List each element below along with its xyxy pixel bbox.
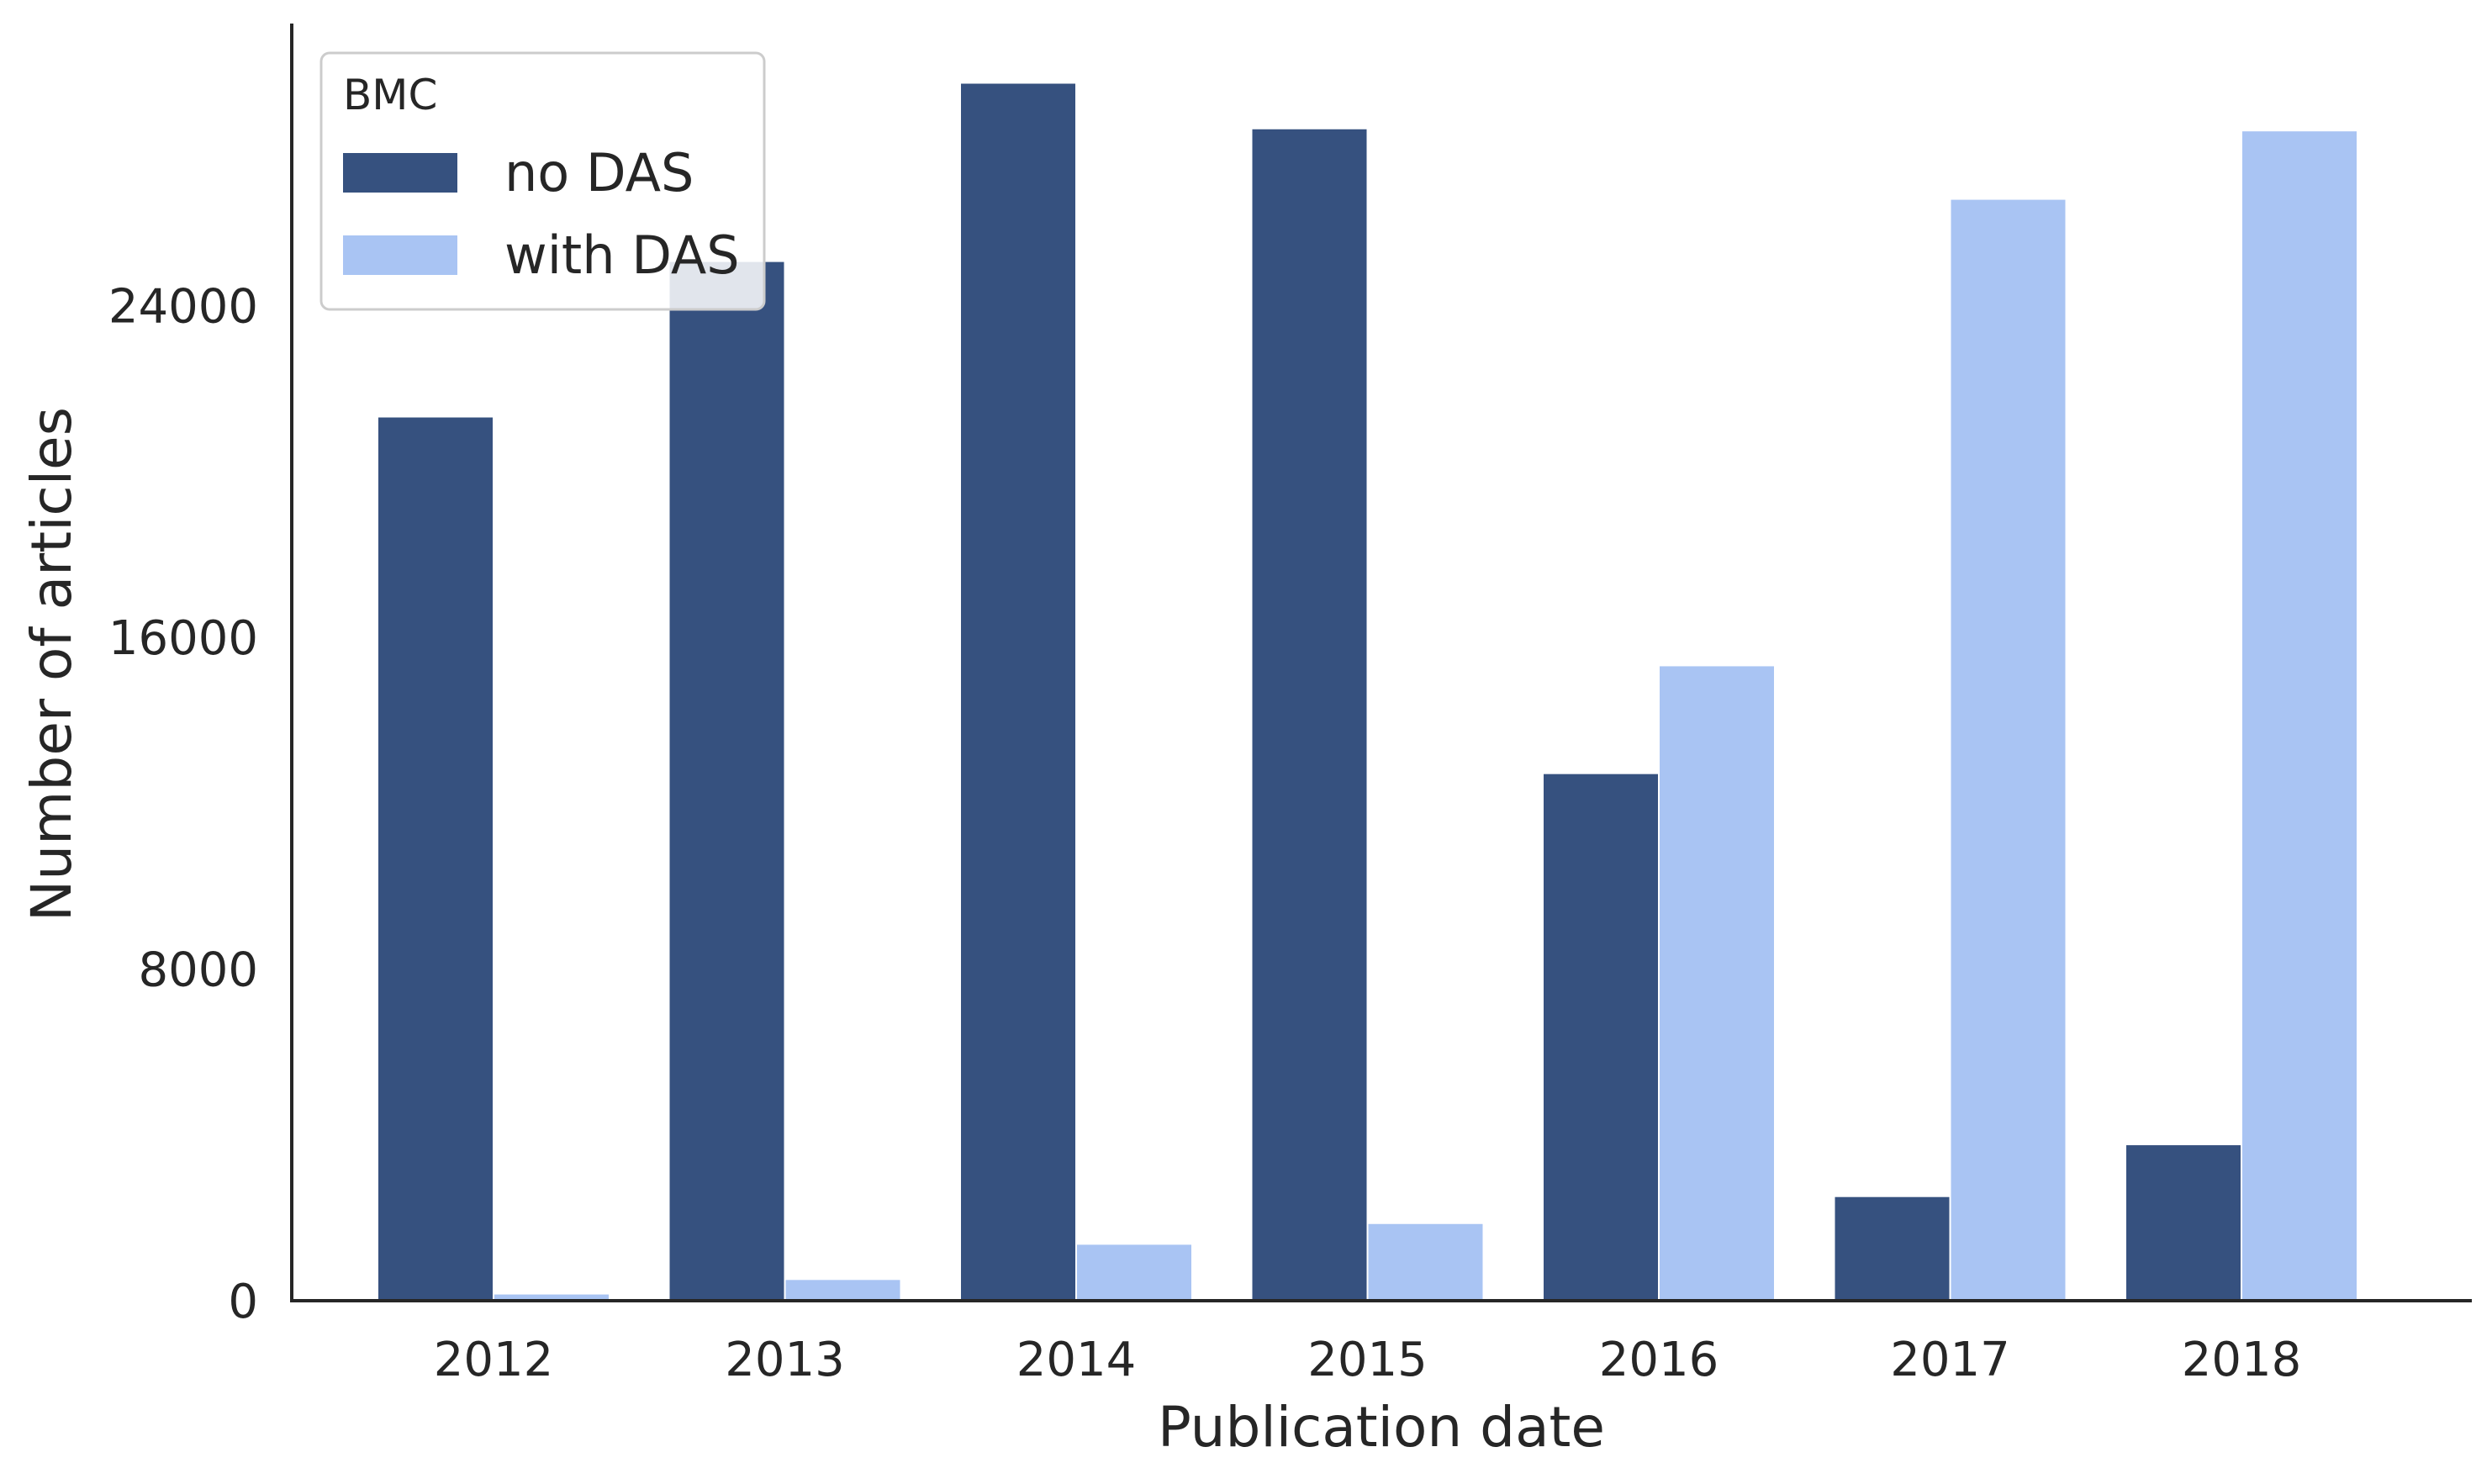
bar-no-das-2013 — [669, 261, 784, 1301]
bar-no-das-2014 — [961, 83, 1075, 1302]
x-tick-label-2016: 2016 — [1599, 1333, 1719, 1387]
bar-no-das-2017 — [1835, 1196, 1950, 1301]
legend: BMC no DAS with DAS — [319, 51, 766, 311]
y-axis-ticks: 0 8000 16000 24000 — [108, 279, 258, 1329]
bar-with-das-2012 — [494, 1294, 609, 1301]
bar-with-das-2013 — [785, 1280, 900, 1301]
y-axis-label: Number of articles — [19, 407, 84, 922]
x-tick-label-2013: 2013 — [725, 1333, 845, 1387]
y-tick-label-0: 0 — [228, 1275, 258, 1329]
bar-with-das-2017 — [1951, 199, 2066, 1301]
bar-no-das-2016 — [1544, 774, 1658, 1301]
bar-with-das-2018 — [2242, 131, 2357, 1301]
bars-group — [378, 83, 2357, 1302]
y-tick-label-16000: 16000 — [108, 611, 258, 666]
bar-no-das-2018 — [2126, 1145, 2241, 1301]
y-tick-label-24000: 24000 — [108, 279, 258, 334]
bar-no-das-2012 — [378, 417, 493, 1302]
x-tick-label-2015: 2015 — [1307, 1333, 1428, 1387]
x-axis-ticks: 2012 2013 2014 2015 2016 2017 2018 — [434, 1333, 2302, 1387]
legend-swatch-with-das — [343, 235, 457, 275]
legend-title: BMC — [343, 71, 437, 119]
y-tick-label-8000: 8000 — [138, 943, 258, 997]
legend-label-no-das: no DAS — [504, 142, 694, 203]
x-tick-label-2017: 2017 — [1890, 1333, 2010, 1387]
bar-with-das-2014 — [1077, 1244, 1191, 1301]
x-axis-label: Publication date — [1158, 1395, 1605, 1460]
bar-no-das-2015 — [1252, 129, 1367, 1302]
bar-with-das-2015 — [1368, 1223, 1483, 1301]
legend-swatch-no-das — [343, 153, 457, 193]
x-tick-label-2014: 2014 — [1016, 1333, 1137, 1387]
x-tick-label-2012: 2012 — [434, 1333, 554, 1387]
legend-label-with-das: with DAS — [504, 224, 740, 286]
x-tick-label-2018: 2018 — [2182, 1333, 2302, 1387]
bar-with-das-2016 — [1660, 666, 1774, 1301]
